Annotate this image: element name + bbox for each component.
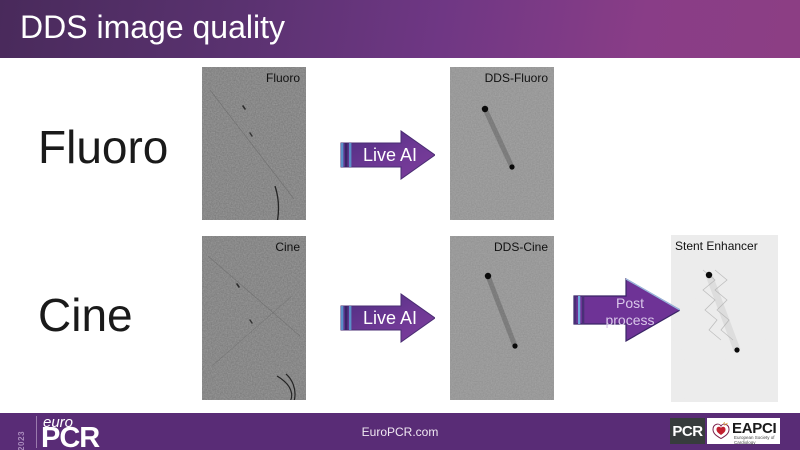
svg-text:Live AI: Live AI <box>363 308 417 328</box>
svg-text:Post: Post <box>616 295 644 311</box>
svg-text:process: process <box>605 312 654 328</box>
svg-text:Live AI: Live AI <box>363 145 417 165</box>
